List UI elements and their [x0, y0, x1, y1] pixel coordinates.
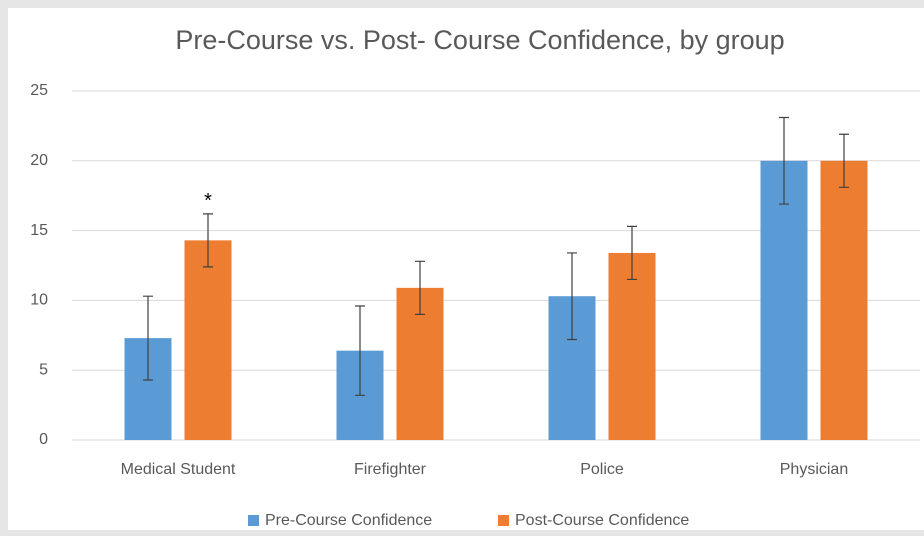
y-tick-label: 15 — [30, 222, 48, 239]
legend-swatch — [248, 515, 259, 526]
y-tick-label: 25 — [30, 82, 48, 99]
error-bar — [627, 225, 637, 281]
error-bar — [415, 260, 425, 315]
x-tick-label: Firefighter — [354, 461, 427, 478]
error-bar — [355, 305, 365, 396]
error-bar — [567, 252, 577, 341]
legend-label: Post-Course Confidence — [515, 512, 689, 529]
x-tick-label: Medical Student — [121, 461, 236, 478]
error-bar — [143, 295, 153, 381]
bar — [184, 240, 232, 440]
y-tick-label: 5 — [39, 361, 48, 378]
legend-label: Pre-Course Confidence — [265, 512, 432, 529]
annotation: * — [204, 190, 212, 212]
bar — [820, 160, 868, 441]
error-bar — [839, 133, 849, 188]
y-tick-label: 10 — [30, 292, 48, 309]
bar — [608, 252, 656, 440]
legend-swatch — [498, 515, 509, 526]
bar — [760, 160, 808, 441]
y-tick-label: 0 — [39, 431, 48, 448]
x-tick-label: Police — [580, 461, 624, 478]
error-bar — [203, 213, 213, 268]
error-bar — [779, 116, 789, 205]
chart-title: Pre-Course vs. Post- Course Confidence, … — [175, 25, 784, 55]
y-tick-label: 20 — [30, 152, 48, 169]
x-tick-label: Physician — [780, 461, 848, 478]
